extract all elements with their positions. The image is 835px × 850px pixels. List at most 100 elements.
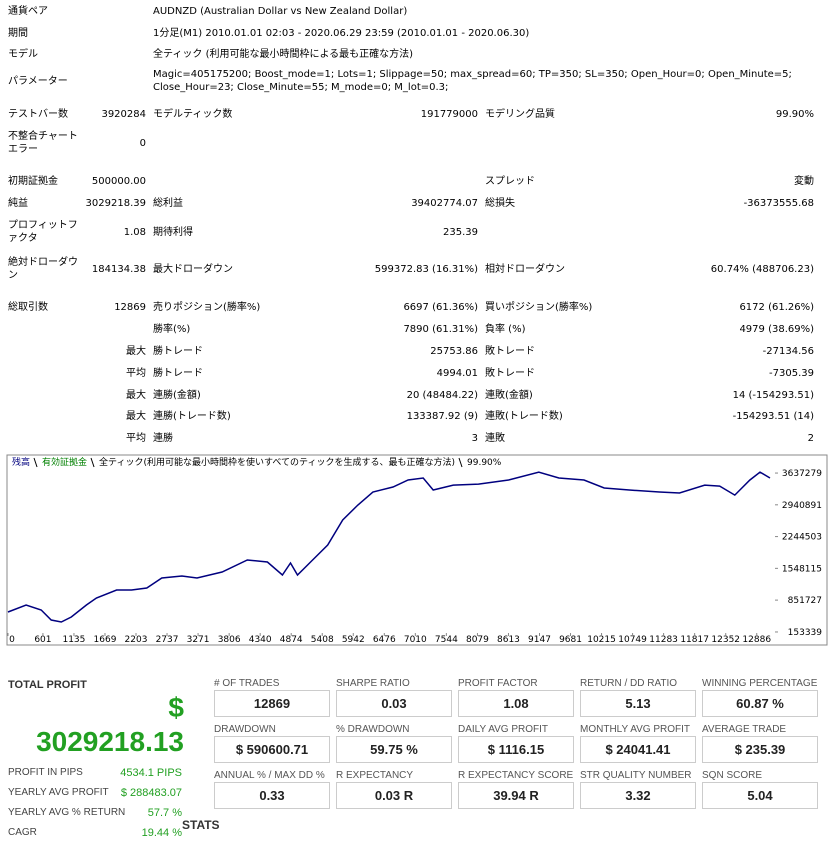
total-profit: 3029218.13 — [36, 726, 184, 757]
balance-line — [7, 471, 771, 623]
stat-label: CAGR — [8, 827, 37, 838]
summary-label: 連敗(金額) — [485, 389, 533, 401]
card-value: 0.33 — [214, 782, 330, 809]
summary-label: 連敗(トレード数) — [485, 410, 563, 422]
summary-value: 599372.83 (16.31%) — [374, 263, 478, 275]
summary-value: -27134.56 — [762, 345, 814, 357]
x-tick-label: 1669 — [94, 635, 117, 645]
summary-value: 191779000 — [420, 108, 478, 120]
card-value: $ 235.39 — [702, 736, 818, 763]
y-tick-label: 2940891 — [782, 501, 822, 511]
x-tick-label: 9681 — [559, 635, 582, 645]
summary-row: 最大 勝トレード 25753.86 敗トレード -27134.56 — [0, 342, 835, 360]
legend-equity: 有効証拠金 — [42, 456, 87, 468]
card-label: DAILY AVG PROFIT — [458, 724, 549, 735]
card-value: 0.03 R — [336, 782, 452, 809]
card-value: 60.87 % — [702, 690, 818, 717]
card-value: 5.04 — [702, 782, 818, 809]
summary-value: 39402774.07 — [411, 197, 478, 209]
card-label: STR QUALITY NUMBER — [580, 770, 692, 781]
summary-label: 連勝 — [153, 432, 173, 444]
summary-row: 期間 1分足(M1) 2010.01.01 02:03 - 2020.06.29 … — [0, 24, 835, 42]
stat-label: PROFIT IN PIPS — [8, 767, 83, 778]
x-tick-label: 2737 — [156, 635, 179, 645]
summary-row: 初期証拠金 500000.00 スプレッド 変動 — [0, 172, 835, 190]
summary-label: 絶対ドローダウン — [8, 257, 78, 281]
stat-value: $ 288483.07 — [120, 787, 182, 799]
summary-value: 6697 (61.36%) — [403, 301, 478, 313]
x-tick-label: 12886 — [742, 635, 771, 645]
summary-value: 20 (48484.22) — [406, 389, 478, 401]
summary-row: 純益 3029218.39 総利益 39402774.07 総損失 -36373555.6… — [0, 194, 835, 212]
summary-value: 1.08 — [123, 226, 146, 238]
summary-text: 全ティック (利用可能な最小時間枠による最も正確な方法) — [153, 48, 414, 60]
card-value: $ 590600.71 — [214, 736, 330, 763]
summary-label: 期間 — [8, 27, 28, 39]
summary-label: 相対ドローダウン — [485, 263, 565, 275]
summary-label: プロフィットファクタ — [8, 220, 78, 244]
x-tick-label: 12352 — [711, 635, 740, 645]
summary-value: 12869 — [114, 301, 146, 313]
summary-row: モデル 全ティック (利用可能な最小時間枠による最も正確な方法) — [0, 45, 835, 63]
summary-row: 平均 連勝 3 連敗 2 — [0, 429, 835, 447]
summary-value: 4994.01 — [436, 367, 478, 379]
x-tick-label: 2203 — [125, 635, 148, 645]
y-tick-label: 851727 — [788, 596, 822, 606]
summary-label: 不整合チャートエラー — [8, 131, 78, 155]
card-label: % DRAWDOWN — [336, 724, 410, 735]
summary-label: 敗トレード — [485, 367, 535, 379]
x-tick-label: 6476 — [373, 635, 396, 645]
x-tick-label: 10749 — [618, 635, 647, 645]
summary-row: 平均 勝トレード 4994.01 敗トレード -7305.39 — [0, 364, 835, 382]
card-label: PROFIT FACTOR — [458, 678, 538, 689]
legend-balance: 残高 — [12, 456, 30, 468]
x-tick-label: 4340 — [249, 635, 272, 645]
summary-label: モデル — [8, 48, 38, 60]
summary-row: 勝率(%) 7890 (61.31%) 負率 (%) 4979 (38.69%) — [0, 320, 835, 338]
x-tick-label: 3271 — [187, 635, 210, 645]
chart-frame — [6, 454, 828, 646]
legend-quality: 99.90% — [467, 458, 502, 468]
summary-value: 平均 — [126, 367, 146, 379]
summary-value: 60.74% (488706.23) — [710, 263, 814, 275]
x-tick-label: 7010 — [404, 635, 427, 645]
x-tick-label: 4874 — [280, 635, 303, 645]
summary-label: 勝トレード — [153, 367, 203, 379]
summary-label: 総取引数 — [8, 301, 48, 313]
summary-label: 期待利得 — [153, 226, 193, 238]
summary-value: 最大 — [126, 410, 146, 422]
y-tick-label: 1548115 — [782, 564, 822, 574]
stats-title: STATS — [182, 818, 220, 832]
summary-value: 6172 (61.26%) — [739, 301, 814, 313]
summary-row: 総取引数 12869 売りポジション(勝率%) 6697 (61.36%) 買いポジショ… — [0, 298, 835, 316]
x-tick-label: 5408 — [311, 635, 334, 645]
summary-label: 連敗 — [485, 432, 505, 444]
summary-label: テストバー数 — [8, 108, 68, 120]
stat-label: YEARLY AVG % RETURN — [8, 807, 126, 818]
summary-row: プロフィットファクタ 1.08 期待利得 235.39 — [0, 217, 835, 247]
x-tick-label: 5942 — [342, 635, 365, 645]
card-label: # OF TRADES — [214, 678, 280, 689]
summary-value: 最大 — [126, 389, 146, 401]
summary-label: 初期証拠金 — [8, 175, 58, 187]
summary-value: 25753.86 — [430, 345, 478, 357]
summary-row: 最大 連勝(トレード数) 133387.92 (9) 連敗(トレード数) -154293… — [0, 407, 835, 425]
summary-label: スプレッド — [485, 175, 535, 187]
summary-label: モデリング品質 — [485, 108, 555, 120]
currency-sign: $ — [168, 692, 184, 723]
card-label: MONTHLY AVG PROFIT — [580, 724, 691, 735]
summary-label: パラメーター — [8, 75, 68, 87]
summary-label: 純益 — [8, 197, 28, 209]
card-value: 39.94 R — [458, 782, 574, 809]
y-tick-label: 2244503 — [782, 533, 822, 543]
x-tick-label: 9147 — [528, 635, 551, 645]
summary-value: 平均 — [126, 432, 146, 444]
summary-value: 0 — [139, 137, 146, 149]
y-tick-label: 153339 — [788, 628, 823, 638]
summary-value: 4979 (38.69%) — [739, 323, 814, 335]
x-tick-label: 8079 — [466, 635, 489, 645]
card-value: 0.03 — [336, 690, 452, 717]
card-label: R EXPECTANCY SCORE — [458, 770, 574, 781]
summary-row: 通貨ペア AUDNZD (Australian Dollar vs New Zea… — [0, 2, 835, 20]
summary-label: 連勝(トレード数) — [153, 410, 231, 422]
